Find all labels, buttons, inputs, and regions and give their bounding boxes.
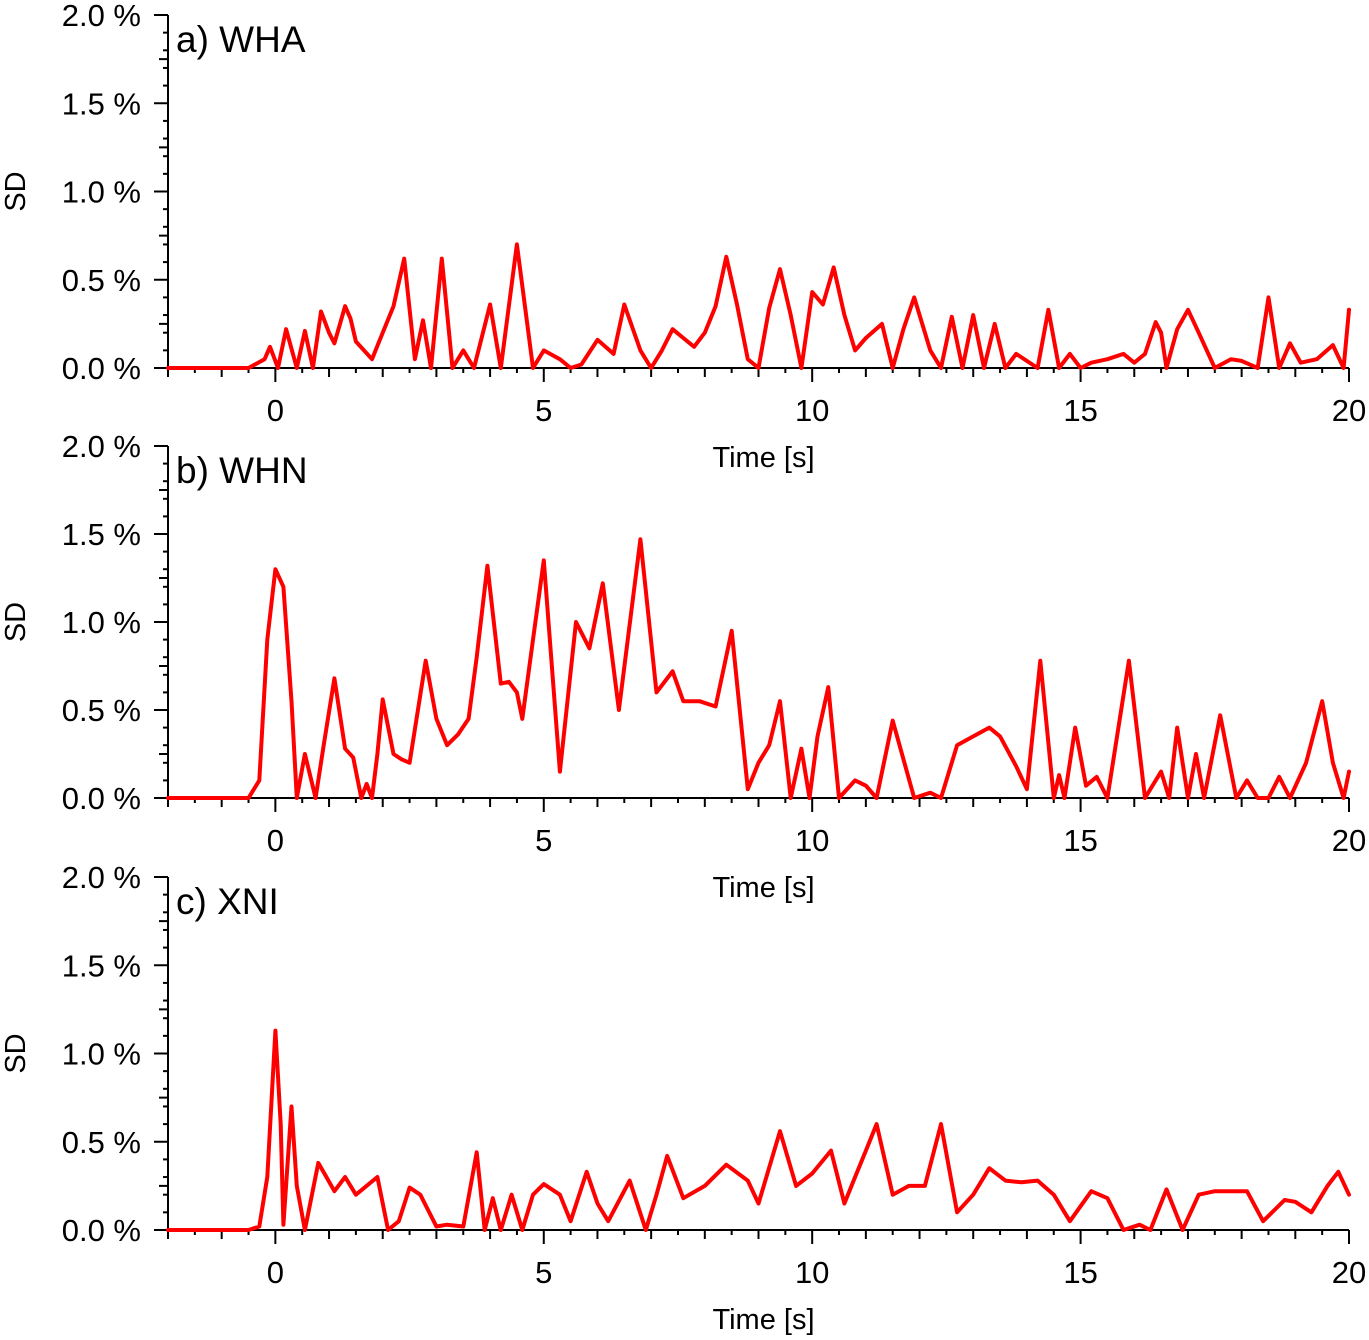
y-tick-label: 1.5 %: [62, 948, 141, 983]
x-tick-label: 10: [795, 393, 829, 428]
y-tick-label: 1.0 %: [62, 1037, 141, 1072]
panel-label: c) XNI: [176, 881, 279, 922]
y-axis-title: SD: [0, 171, 32, 211]
y-tick-label: 1.5 %: [62, 517, 141, 552]
x-tick-label: 20: [1332, 823, 1366, 858]
panel-a-wha: 0 5 10 15 20 0.0 % 0.5 % 1.0 % 1.5 % 2.0 % Time [s…: [0, 0, 1366, 474]
x-tick-label: 20: [1332, 1255, 1366, 1290]
x-tick-label: 20: [1332, 393, 1366, 428]
y-tick-label: 1.5 %: [62, 86, 141, 121]
y-tick-label: 1.0 %: [62, 605, 141, 640]
y-tick-label: 2.0 %: [62, 860, 141, 895]
x-axis-title: Time [s]: [712, 872, 814, 904]
panel-b-whn: 0 5 10 15 20 0.0 % 0.5 % 1.0 % 1.5 % 2.0 % Time [s…: [0, 429, 1366, 904]
y-tick-label: 0.5 %: [62, 263, 141, 298]
x-axis-title: Time [s]: [712, 442, 814, 474]
x-tick-label: 15: [1063, 1255, 1097, 1290]
x-tick-label: 15: [1063, 823, 1097, 858]
series-line-whn: [166, 537, 1351, 800]
x-tick-label: 0: [267, 823, 284, 858]
x-tick-label: 5: [535, 1255, 552, 1290]
y-tick-label: 2.0 %: [62, 0, 141, 33]
x-axis-title: Time [s]: [712, 1304, 814, 1336]
panel-label: a) WHA: [176, 19, 306, 60]
series-line-xni: [166, 1028, 1351, 1232]
x-tick-label: 10: [795, 823, 829, 858]
y-tick-label: 0.0 %: [62, 351, 141, 386]
y-tick-label: 0.5 %: [62, 1125, 141, 1160]
y-axis-title: SD: [0, 602, 32, 642]
x-tick-label: 5: [535, 823, 552, 858]
panel-label: b) WHN: [176, 450, 308, 491]
x-tick-label: 15: [1063, 393, 1097, 428]
y-tick-label: 0.5 %: [62, 693, 141, 728]
series-line-wha: [166, 242, 1351, 370]
x-tick-label: 10: [795, 1255, 829, 1290]
panel-c-xni: 0 5 10 15 20 0.0 % 0.5 % 1.0 % 1.5 % 2.0 % Time [s…: [0, 860, 1366, 1336]
y-axis-title: SD: [0, 1033, 32, 1073]
y-tick-label: 0.0 %: [62, 1213, 141, 1248]
x-tick-label: 0: [267, 1255, 284, 1290]
y-tick-label: 1.0 %: [62, 175, 141, 210]
y-tick-label: 0.0 %: [62, 781, 141, 816]
x-tick-label: 0: [267, 393, 284, 428]
y-tick-label: 2.0 %: [62, 429, 141, 464]
x-tick-label: 5: [535, 393, 552, 428]
